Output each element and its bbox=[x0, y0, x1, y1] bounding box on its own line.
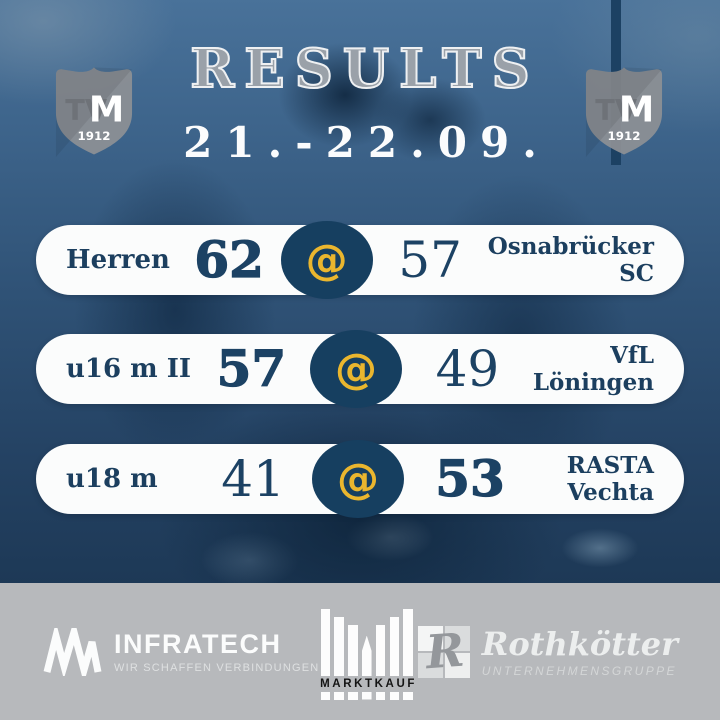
opponent-name: Osnabrücker SC bbox=[487, 233, 654, 287]
rothkoetter-square bbox=[417, 652, 443, 678]
marktkauf-wordmark: MARKTKAUF bbox=[310, 675, 427, 692]
at-badge: @ bbox=[312, 440, 404, 518]
sponsor-marktkauf: MARKTKAUF bbox=[310, 604, 427, 700]
badge-year: 1912 bbox=[608, 129, 641, 143]
marktkauf-m-icon bbox=[389, 616, 400, 700]
infratech-name: INFRATECH bbox=[114, 629, 282, 659]
marktkauf-m-icon bbox=[320, 608, 331, 700]
club-badge-right: TV M 1912 bbox=[585, 67, 663, 157]
badge-letter-m: M bbox=[89, 89, 124, 130]
club-badge-left: TV M 1912 bbox=[55, 67, 133, 157]
badge-year: 1912 bbox=[78, 129, 111, 143]
at-symbol: @ bbox=[305, 235, 348, 284]
rothkoetter-square bbox=[444, 652, 470, 678]
rothkoetter-square bbox=[444, 625, 470, 651]
at-symbol: @ bbox=[334, 344, 377, 393]
opponent-score: 57 bbox=[398, 231, 462, 289]
rothkoetter-square bbox=[417, 625, 443, 651]
at-symbol: @ bbox=[337, 454, 379, 503]
badge-letters-tv: TV bbox=[595, 93, 638, 127]
rothkoetter-tagline: UNTERNEHMENSGRUPPE bbox=[481, 664, 677, 678]
date-range: 21.-22.09. bbox=[183, 118, 550, 167]
marktkauf-m-icon bbox=[361, 635, 372, 700]
badge-letter-m: M bbox=[619, 89, 654, 130]
marktkauf-m-icon bbox=[375, 624, 386, 700]
at-badge: @ bbox=[280, 221, 373, 299]
infratech-tagline: WIR SCHAFFEN VERBINDUNGEN bbox=[114, 662, 320, 674]
rothkoetter-r-icon: R bbox=[417, 622, 470, 679]
team-score: 57 bbox=[216, 338, 287, 398]
opponent-score: 53 bbox=[435, 448, 506, 508]
marktkauf-m-icon bbox=[403, 608, 413, 700]
result-row: u16 m II 57 @ 49 VfL Löningen bbox=[36, 330, 684, 408]
result-row: Herren 62 @ 57 Osnabrücker SC bbox=[36, 221, 684, 299]
rothkoetter-name: Rothkötter bbox=[481, 625, 678, 663]
badge-letters-tv: TV bbox=[65, 93, 108, 127]
marktkauf-m-icon bbox=[348, 624, 358, 700]
opponent-score: 49 bbox=[435, 340, 500, 398]
team-score: 41 bbox=[221, 450, 285, 508]
page-title: RESULTS bbox=[189, 37, 540, 101]
sponsor-footer: INFRATECH WIR SCHAFFEN VERBINDUNGEN MARK… bbox=[0, 583, 720, 720]
team-name: Herren bbox=[66, 245, 170, 275]
sponsor-rothkoetter: R Rothkötter UNTERNEHMENSGRUPPE bbox=[417, 622, 678, 679]
opponent-name: VfL Löningen bbox=[532, 342, 654, 396]
marktkauf-name: MARKTKAUF bbox=[320, 677, 417, 690]
team-name: u18 m bbox=[66, 464, 158, 494]
rothkoetter-monogram: R bbox=[423, 622, 466, 679]
result-row: u18 m 41 @ 53 RASTA Vechta bbox=[36, 440, 684, 518]
infratech-zigzag-icon bbox=[43, 627, 102, 676]
opponent-name: RASTA Vechta bbox=[566, 452, 654, 506]
at-badge: @ bbox=[309, 330, 402, 408]
marktkauf-m-icon bbox=[334, 616, 344, 700]
team-score: 62 bbox=[194, 229, 265, 289]
sponsor-infratech: INFRATECH WIR SCHAFFEN VERBINDUNGEN bbox=[42, 627, 320, 676]
team-name: u16 m II bbox=[66, 354, 192, 384]
